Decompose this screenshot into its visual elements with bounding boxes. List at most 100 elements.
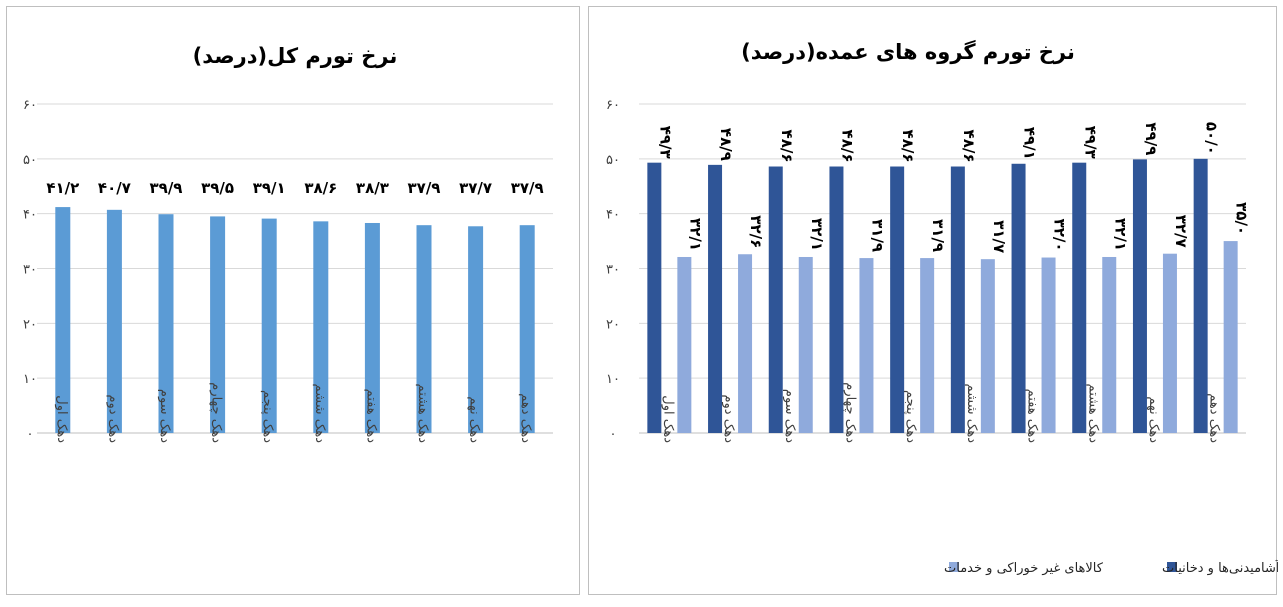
bar-value-label: ۴۸/۶	[838, 130, 856, 163]
bar-5	[261, 218, 277, 433]
bar-value-label: ۳۹/۵	[201, 179, 234, 197]
bar-value-label: ۳۱/۷	[990, 220, 1008, 253]
legend-label-food: خوراکی‌ها، آشامیدنی‌ها و دخانیات	[1162, 559, 1278, 576]
bar-value-label: ۳۸/۶	[304, 179, 337, 197]
y-tick-label: ۴۰	[23, 208, 37, 223]
y-tick-label: ۳۰	[606, 263, 620, 278]
x-category-label: دهک هشتم	[415, 384, 430, 444]
x-category-label: دهک سوم	[157, 389, 172, 443]
x-category-label: دهک ششم	[964, 383, 979, 443]
bar-nonfood-2	[738, 254, 753, 433]
x-category-label: دهک پنجم	[903, 390, 918, 443]
y-tick-label: ۰	[610, 427, 617, 442]
bar-value-label: ۴۰/۷	[98, 179, 131, 197]
chart-title: نرخ تورم گروه های عمده(درصد)	[741, 39, 1075, 64]
bar-value-label: ۳۹/۱	[253, 179, 286, 197]
bar-nonfood-7	[1041, 257, 1056, 433]
bar-nonfood-9	[1162, 253, 1177, 433]
x-category-label: دهک دهم	[1207, 393, 1222, 443]
x-category-label: دهک چهارم	[209, 382, 224, 443]
bar-4	[210, 216, 226, 433]
bar-value-label: ۳۲/۱	[686, 218, 704, 251]
x-category-label: دهک ششم	[312, 383, 327, 443]
bar-food-1	[647, 162, 662, 433]
x-category-label: دهک سوم	[782, 389, 797, 443]
bar-value-label: ۴۹/۹	[1142, 122, 1160, 155]
group-inflation-chart: نرخ تورم گروه های عمده(درصد) ۰ ۱۰ ۲۰ ۳۰ ۴۰ ۵۰ ۶…	[606, 39, 1278, 576]
bar-value-label: ۴۸/۶	[778, 130, 796, 163]
bar-nonfood-1	[677, 256, 692, 433]
y-tick-label: ۶۰	[606, 98, 620, 113]
bar-value-label: ۳۱/۹	[868, 219, 886, 252]
y-tick-label: ۶۰	[23, 98, 37, 113]
x-category-label: دهک نهم	[1146, 396, 1161, 443]
group-inflation-chart-panel: نرخ تورم گروه های عمده(درصد) ۰ ۱۰ ۲۰ ۳۰ ۴۰ ۵۰ ۶…	[588, 6, 1278, 595]
y-tick-label: ۵۰	[606, 153, 620, 168]
bar-nonfood-4	[859, 258, 874, 433]
bar-2	[106, 209, 122, 433]
chart-title: نرخ تورم کل(درصد)	[193, 44, 398, 68]
y-tick-label: ۴۰	[606, 208, 620, 223]
bar-food-8	[1072, 162, 1087, 433]
bar-3	[158, 214, 174, 433]
y-tick-label: ۱۰	[606, 372, 620, 387]
bar-value-label: ۳۷/۷	[459, 179, 492, 197]
y-tick-label: ۲۰	[23, 317, 37, 332]
x-category-label: دهک هفتم	[363, 389, 378, 444]
bar-value-label: ۳۸/۳	[356, 179, 389, 197]
bar-nonfood-8	[1102, 256, 1117, 433]
bar-food-4	[829, 166, 844, 433]
x-category-label: دهک دوم	[105, 394, 120, 443]
bar-7	[364, 222, 380, 433]
legend-swatch-nonfood	[949, 562, 959, 572]
bar-value-label: ۳۷/۹	[408, 179, 441, 197]
y-tick-label: ۲۰	[606, 317, 620, 332]
legend-swatch-food	[1167, 562, 1177, 572]
legend-label-nonfood: کالاهای غیر خوراکی و خدمات	[944, 561, 1104, 576]
x-category-label: دهک هشتم	[1085, 384, 1100, 444]
x-category-label: دهک دوم	[721, 394, 736, 443]
bar-value-label: ۴۸/۶	[899, 130, 917, 163]
bar-value-label: ۳۲/۱	[1111, 218, 1129, 251]
x-category-label: دهک نهم	[467, 396, 482, 443]
x-category-label: دهک پنجم	[260, 390, 275, 443]
bar-food-9	[1132, 159, 1147, 434]
bar-value-label: ۳۲/۷	[1172, 215, 1190, 248]
y-tick-label: ۵۰	[23, 153, 37, 168]
x-category-label: دهک هفتم	[1025, 389, 1040, 444]
bar-6	[313, 221, 329, 433]
bar-food-3	[768, 166, 783, 433]
overall-inflation-chart: نرخ تورم کل(درصد) ۰ ۱۰ ۲۰ ۳۰ ۴۰ ۵۰ ۶۰ ۴۱/۲ دهک او…	[23, 44, 553, 444]
bar-9	[468, 226, 484, 433]
bar-10	[519, 225, 535, 433]
bar-nonfood-10	[1223, 241, 1238, 433]
bar-value-label: ۳۱/۹	[929, 219, 947, 252]
y-tick-label: ۱۰	[23, 372, 37, 387]
y-tick-label: ۳۰	[23, 263, 37, 278]
bar-value-label: ۴۸/۹	[717, 128, 735, 161]
bar-value-label: ۳۷/۹	[511, 179, 544, 197]
bar-nonfood-6	[980, 259, 995, 433]
bar-value-label: ۴۸/۶	[960, 130, 978, 163]
bar-1	[55, 207, 71, 433]
bar-food-5	[890, 166, 905, 433]
bar-food-6	[950, 166, 965, 433]
bar-food-2	[708, 164, 723, 434]
bar-nonfood-5	[920, 258, 935, 433]
bar-value-label: ۳۹/۹	[150, 179, 183, 197]
bar-value-label: ۳۲/۰	[1051, 219, 1069, 252]
x-category-label: دهک چهارم	[842, 382, 857, 443]
bar-value-label: ۴۹/۱	[1021, 127, 1039, 160]
bar-nonfood-3	[798, 256, 813, 433]
bar-food-10	[1193, 158, 1208, 434]
bar-value-label: ۳۲/۶	[747, 215, 765, 248]
x-category-label: دهک دهم	[518, 393, 533, 443]
bar-value-label: ۳۲/۱	[808, 218, 826, 251]
bar-food-7	[1011, 163, 1026, 434]
bar-value-label: ۵۰/۰	[1203, 122, 1221, 155]
bar-value-label: ۴۹/۳	[1081, 126, 1099, 159]
x-category-label: دهک اول	[54, 395, 69, 443]
bar-8	[416, 225, 432, 433]
bar-value-label: ۴۱/۲	[46, 179, 79, 197]
y-tick-label: ۰	[27, 427, 34, 442]
